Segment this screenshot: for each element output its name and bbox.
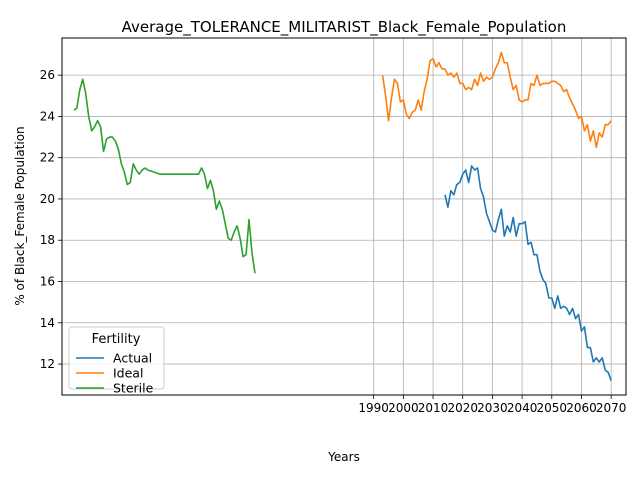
x-tick-label: 2010 bbox=[418, 401, 449, 415]
x-tick-label: 2070 bbox=[596, 401, 627, 415]
y-tick-label: 20 bbox=[40, 192, 55, 206]
chart-title: Average_TOLERANCE_MILITARIST_Black_Femal… bbox=[122, 18, 567, 37]
x-tick-label: 2030 bbox=[477, 401, 508, 415]
legend-label-ideal: Ideal bbox=[113, 366, 143, 381]
series-lines bbox=[73, 51, 612, 381]
x-tick-label: 2040 bbox=[507, 401, 538, 415]
x-tick-label: 2000 bbox=[388, 401, 419, 415]
y-tick-label: 26 bbox=[40, 68, 55, 82]
axis-ticks: 1990 2000 2010 2020 2030 2040 2050 2060 2070 12 14… bbox=[40, 68, 627, 415]
y-axis-label: % of Black_Female Population bbox=[13, 126, 27, 305]
y-tick-label: 18 bbox=[40, 233, 55, 247]
legend-label-sterile: Sterile bbox=[113, 381, 154, 396]
x-tick-label: 2020 bbox=[447, 401, 478, 415]
series-line-ideal bbox=[381, 51, 612, 149]
x-tick-label: 1990 bbox=[358, 401, 389, 415]
series-line-sterile bbox=[73, 78, 256, 274]
legend-label-actual: Actual bbox=[113, 351, 152, 366]
y-tick-label: 22 bbox=[40, 151, 55, 165]
y-tick-label: 16 bbox=[40, 275, 55, 289]
x-tick-label: 2060 bbox=[566, 401, 597, 415]
x-axis-label: Years bbox=[327, 450, 360, 464]
y-tick-label: 12 bbox=[40, 357, 55, 371]
grid-lines bbox=[62, 38, 626, 395]
x-tick-label: 2050 bbox=[537, 401, 568, 415]
y-tick-label: 24 bbox=[40, 109, 55, 123]
y-tick-label: 14 bbox=[40, 316, 55, 330]
series-line-actual bbox=[444, 165, 612, 381]
plot-frame bbox=[61, 37, 627, 396]
legend-title: Fertility bbox=[92, 332, 141, 347]
